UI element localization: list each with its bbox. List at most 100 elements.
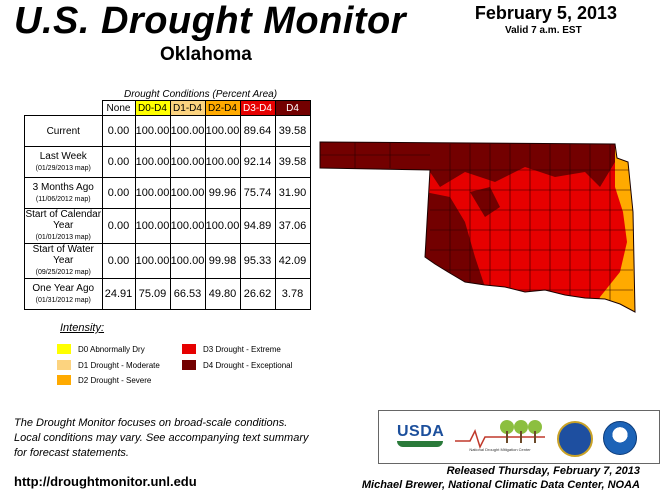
cell-value: 0.00 <box>101 115 136 147</box>
row-label-text: Current <box>46 125 80 137</box>
row-label-sub: (01/29/2013 map) <box>35 164 91 172</box>
cell-value: 24.91 <box>101 278 136 310</box>
legend-item-d4: D4 Drought - Exceptional <box>182 360 292 370</box>
exceptional-drought-central <box>470 187 500 217</box>
col-d0-d4: D0-D4 <box>134 100 171 116</box>
row-label-text: Last Week <box>39 150 87 162</box>
row-label-text: Start of Calendar Year <box>25 209 102 231</box>
cell-value: 99.98 <box>204 243 241 279</box>
release-date: Released Thursday, February 7, 2013 <box>446 465 640 477</box>
table-row: 3 Months Ago (11/06/2012 map) 0.00 100.00… <box>24 177 311 209</box>
cell-value: 99.96 <box>204 177 241 209</box>
legend-swatch <box>182 360 196 370</box>
cell-value: 100.00 <box>204 208 241 244</box>
map-date: February 5, 2013 <box>474 3 617 23</box>
agency-logos: USDA National Drought Mitigation Center <box>378 410 660 464</box>
row-label: One Year Ago (01/31/2012 map) <box>24 278 103 310</box>
note-line: Local conditions may vary. See accompany… <box>14 432 309 444</box>
legend-label: D3 Drought - Extreme <box>203 344 281 354</box>
row-label-sub: (11/06/2012 map) <box>35 195 91 203</box>
table-row: Last Week (01/29/2013 map) 0.00 100.00 10… <box>24 146 311 178</box>
cell-value: 100.00 <box>169 115 206 147</box>
cell-value: 0.00 <box>101 177 136 209</box>
conditions-header-row: None D0-D4 D1-D4 D2-D4 D3-D4 D4 <box>25 100 311 116</box>
cell-value: 100.00 <box>204 115 241 147</box>
cell-value: 31.90 <box>274 177 311 209</box>
cell-value: 26.62 <box>239 278 276 310</box>
cell-value: 95.33 <box>239 243 276 279</box>
row-label-sub: (01/01/2013 map) <box>35 234 91 241</box>
oklahoma-drought-map <box>319 141 636 313</box>
row-label-text: One Year Ago <box>32 282 95 294</box>
legend-item-d0: D0 Abnormally Dry <box>57 344 145 354</box>
county-lines <box>320 142 633 302</box>
row-label-text: Start of Water Year <box>32 244 94 266</box>
conditions-table: None D0-D4 D1-D4 D2-D4 D3-D4 D4 Current … <box>24 100 311 310</box>
table-row: One Year Ago (01/31/2012 map) 24.91 75.09… <box>24 278 311 310</box>
legend-swatch <box>57 360 71 370</box>
exceptional-drought-north <box>320 142 635 187</box>
cell-value: 100.00 <box>169 177 206 209</box>
cell-value: 100.00 <box>134 115 171 147</box>
legend-title: Intensity: <box>60 322 105 334</box>
cell-value: 0.00 <box>101 243 136 279</box>
cell-value: 42.09 <box>274 243 311 279</box>
legend-item-d3: D3 Drought - Extreme <box>182 344 281 354</box>
legend-swatch <box>182 344 196 354</box>
cell-value: 3.78 <box>274 278 311 310</box>
state-outline <box>319 141 636 313</box>
row-label-text: 3 Months Ago <box>32 181 94 193</box>
cell-value: 0.00 <box>101 146 136 178</box>
cell-value: 92.14 <box>239 146 276 178</box>
ndmc-logo <box>455 420 545 449</box>
cell-value: 37.06 <box>274 208 311 244</box>
cell-value: 100.00 <box>134 146 171 178</box>
row-label: Start of Calendar Year (01/01/2013 map) <box>24 208 103 244</box>
cell-value: 100.00 <box>169 243 206 279</box>
row-label: Current <box>24 115 103 147</box>
legend-label: D0 Abnormally Dry <box>78 344 145 354</box>
legend-item-d1: D1 Drought - Moderate <box>57 360 160 370</box>
legend-label: D1 Drought - Moderate <box>78 360 160 370</box>
table-row: Start of Calendar Year (01/01/2013 map) 0… <box>24 208 311 244</box>
row-label-sub: (09/25/2012 map) <box>35 269 91 276</box>
cell-value: 94.89 <box>239 208 276 244</box>
cell-value: 89.64 <box>239 115 276 147</box>
cell-value: 100.00 <box>134 243 171 279</box>
col-d2-d4: D2-D4 <box>204 100 241 116</box>
conditions-caption: Drought Conditions (Percent Area) <box>124 89 278 100</box>
note-line: for forecast statements. <box>14 447 129 459</box>
legend-swatch <box>57 344 71 354</box>
table-row: Start of Water Year (09/25/2012 map) 0.00… <box>24 243 311 279</box>
cell-value: 75.74 <box>239 177 276 209</box>
cell-value: 100.00 <box>134 208 171 244</box>
commerce-seal-icon <box>557 421 593 457</box>
cell-value: 0.00 <box>101 208 136 244</box>
cell-value: 49.80 <box>204 278 241 310</box>
header-blank <box>25 101 103 116</box>
cell-value: 100.00 <box>204 146 241 178</box>
cell-value: 100.00 <box>169 146 206 178</box>
cell-value: 66.53 <box>169 278 206 310</box>
legend-label: D2 Drought - Severe <box>78 375 152 385</box>
noaa-logo-icon <box>603 421 637 455</box>
release-info: Released Thursday, February 7, 2013 Mich… <box>362 464 640 492</box>
note-line: The Drought Monitor focuses on broad-sca… <box>14 417 288 429</box>
legend-item-d2: D2 Drought - Severe <box>57 375 151 385</box>
col-d1-d4: D1-D4 <box>169 100 206 116</box>
row-label: Last Week (01/29/2013 map) <box>24 146 103 178</box>
row-label: 3 Months Ago (11/06/2012 map) <box>24 177 103 209</box>
legend-swatch <box>57 375 71 385</box>
usda-logo: USDA <box>397 423 445 440</box>
row-label-sub: (01/31/2012 map) <box>35 296 91 304</box>
row-label: Start of Water Year (09/25/2012 map) <box>24 243 103 279</box>
valid-time: Valid 7 a.m. EST <box>505 25 582 36</box>
legend-label: D4 Drought - Exceptional <box>203 360 293 370</box>
usda-logo-swoosh <box>397 441 443 447</box>
author-credit: Michael Brewer, National Climatic Data C… <box>361 479 640 491</box>
table-row: Current 0.00 100.00 100.00 100.00 89.64 … <box>24 115 311 147</box>
website-url[interactable]: http://droughtmonitor.unl.edu <box>14 474 197 489</box>
cell-value: 39.58 <box>274 146 311 178</box>
disclaimer-note: The Drought Monitor focuses on broad-sca… <box>14 416 308 461</box>
ndmc-logo-text: National Drought Mitigation Center <box>469 447 531 452</box>
